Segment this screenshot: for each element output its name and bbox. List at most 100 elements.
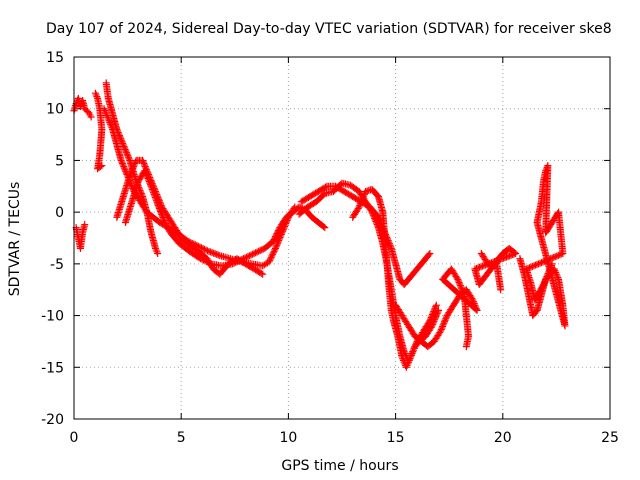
data-point — [373, 219, 381, 227]
data-point — [456, 280, 464, 288]
data-point — [267, 255, 275, 263]
data-point — [369, 211, 377, 219]
data-point — [387, 243, 395, 251]
data-point — [454, 277, 462, 285]
data-point — [242, 253, 250, 261]
data-point — [229, 260, 237, 268]
data-point — [398, 353, 406, 361]
data-point — [274, 227, 282, 235]
data-point — [241, 254, 249, 262]
data-point — [106, 119, 114, 127]
data-point — [165, 226, 173, 234]
data-point — [538, 259, 546, 267]
data-point — [356, 200, 364, 208]
data-point — [123, 150, 131, 158]
data-point — [456, 282, 464, 290]
y-tick-label: 5 — [55, 153, 64, 169]
data-point — [124, 153, 132, 161]
data-point — [232, 258, 240, 266]
x-tick-label: 15 — [387, 430, 405, 446]
data-point — [553, 252, 561, 260]
data-point — [535, 260, 543, 268]
data-point — [265, 258, 273, 266]
data-point — [117, 156, 125, 164]
data-point — [198, 255, 206, 263]
y-tick-label: -10 — [41, 309, 64, 325]
data-point — [119, 161, 127, 169]
y-tick-label: 15 — [46, 50, 64, 66]
gridlines — [74, 57, 610, 419]
data-point — [128, 167, 136, 175]
y-tick-label: -20 — [41, 412, 64, 428]
data-point — [544, 269, 552, 277]
data-point — [497, 286, 505, 294]
data-point — [103, 112, 111, 120]
data-point — [374, 222, 382, 230]
data-point — [124, 152, 132, 160]
data-point — [271, 234, 279, 242]
data-point — [399, 355, 407, 363]
data-point — [92, 91, 100, 99]
data-point — [104, 113, 112, 121]
data-point — [540, 281, 548, 289]
data-point — [91, 89, 99, 97]
data-point — [274, 228, 282, 236]
data-point — [540, 279, 548, 287]
data-point — [405, 356, 413, 364]
data-point — [233, 258, 241, 266]
data-point — [125, 155, 133, 163]
data-point — [137, 190, 145, 198]
data-point — [87, 113, 95, 121]
data-point — [358, 195, 366, 203]
data-point — [126, 170, 134, 178]
data-point — [270, 247, 278, 255]
data-point — [200, 245, 208, 253]
x-tick-label: 10 — [279, 430, 297, 446]
series-track-g — [121, 167, 329, 270]
data-point — [96, 163, 104, 171]
data-point — [123, 149, 131, 157]
data-point — [533, 261, 541, 269]
data-point — [267, 253, 275, 261]
data-point — [429, 320, 437, 328]
data-point — [141, 168, 149, 176]
data-point — [145, 176, 153, 184]
data-point — [427, 323, 435, 331]
data-point — [236, 256, 244, 264]
data-point — [121, 144, 129, 152]
data-point — [438, 324, 446, 332]
data-point — [162, 220, 170, 228]
data-point — [257, 269, 265, 277]
data-point — [272, 243, 280, 251]
data-point — [539, 282, 547, 290]
data-point — [454, 275, 462, 283]
data-point — [199, 244, 207, 252]
series-track-a — [70, 94, 95, 121]
data-point — [432, 303, 440, 311]
data-point — [322, 183, 330, 191]
y-tick-label: 10 — [46, 102, 64, 118]
data-point — [407, 351, 415, 359]
data-point — [153, 248, 161, 256]
data-point — [295, 203, 303, 211]
data-point — [425, 251, 433, 259]
data-point — [402, 363, 410, 371]
data-point — [355, 203, 363, 211]
data-point — [196, 255, 204, 263]
data-point — [270, 236, 278, 244]
data-point — [119, 139, 127, 147]
data-point — [431, 314, 439, 322]
data-point — [140, 160, 148, 168]
data-point — [151, 244, 159, 252]
data-point — [200, 256, 208, 264]
data-point — [247, 251, 255, 259]
data-point — [204, 258, 212, 266]
data-point — [274, 238, 282, 246]
data-point — [107, 122, 115, 130]
x-tick-label: 25 — [601, 430, 619, 446]
data-point — [371, 214, 379, 222]
data-point — [152, 246, 160, 254]
x-tick-label: 20 — [494, 430, 512, 446]
data-point — [141, 167, 149, 175]
